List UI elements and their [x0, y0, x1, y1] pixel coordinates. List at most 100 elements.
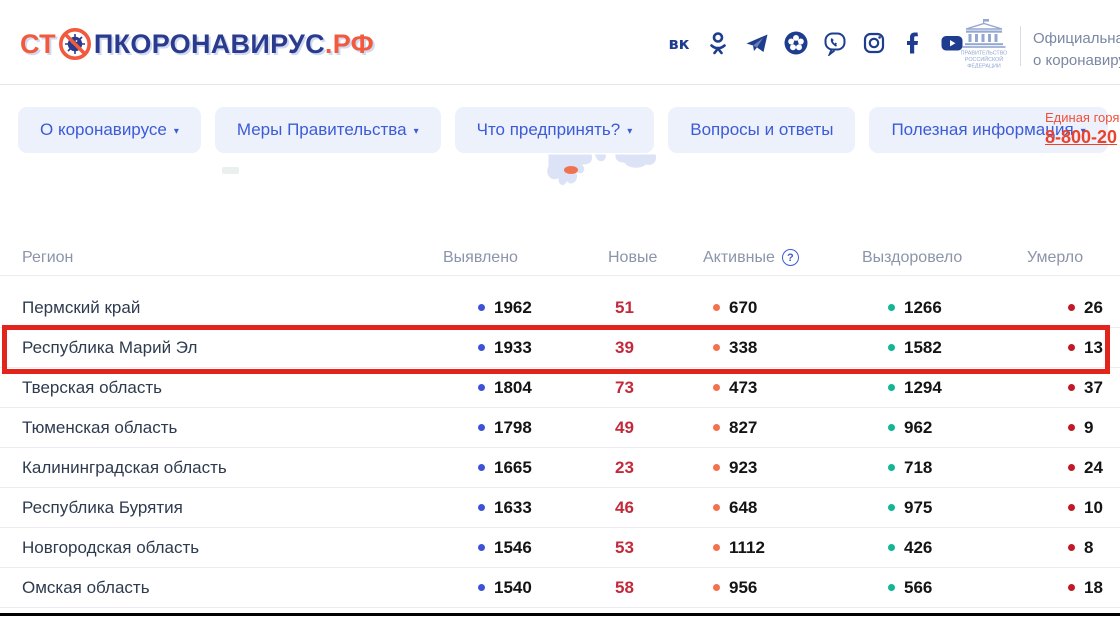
active-value: 1112	[687, 538, 862, 558]
died-dot-icon	[1068, 344, 1075, 351]
recovered-value: 1266	[862, 298, 1020, 318]
hotline-label: Единая горя	[1045, 110, 1120, 125]
new-value: 51	[615, 297, 634, 317]
chevron-down-icon: ▾	[173, 126, 179, 137]
government-block[interactable]: ПРАВИТЕЛЬСТВО РОССИЙСКОЙ ФЕДЕРАЦИИ Офици…	[956, 18, 1120, 73]
died-dot-icon	[1068, 584, 1075, 591]
russia-map-fragment[interactable]	[470, 152, 720, 212]
detected-dot-icon	[478, 584, 485, 591]
active-dot-icon	[713, 544, 720, 551]
gov-caption-2: РОССИЙСКОЙ	[965, 55, 1003, 63]
table-row[interactable]: Республика Бурятия 1633 46 648 975 10	[0, 488, 1120, 528]
active-dot-icon	[713, 464, 720, 471]
detected-dot-icon	[478, 504, 485, 511]
nav-item-label: Меры Правительства	[236, 120, 407, 139]
main-nav: О коронавирусе ▾ Меры Правительства ▾ Чт…	[18, 107, 1108, 153]
map-region-marker	[564, 166, 578, 174]
detected-dot-icon	[478, 424, 485, 431]
active-value: 956	[687, 578, 862, 598]
active-value: 338	[687, 338, 862, 358]
recovered-dot-icon	[888, 504, 895, 511]
table-row[interactable]: Пермский край 1962 51 670 1266 26	[0, 288, 1120, 328]
instagram-icon[interactable]	[861, 30, 887, 56]
nav-item[interactable]: Что предпринять? ▾	[454, 107, 655, 153]
region-name: Пермский край	[22, 297, 141, 317]
nav-item[interactable]: О коронавирусе ▾	[18, 107, 201, 153]
column-header-region: Регион	[22, 248, 74, 266]
active-dot-icon	[713, 424, 720, 431]
detected-value: 1804	[440, 378, 562, 398]
recovered-value: 1582	[862, 338, 1020, 358]
died-value: 24	[1020, 458, 1120, 478]
recovered-dot-icon	[888, 464, 895, 471]
youtube-icon[interactable]	[939, 30, 965, 56]
detected-dot-icon	[478, 544, 485, 551]
recovered-dot-icon	[888, 384, 895, 391]
recovered-value: 962	[862, 418, 1020, 438]
odnoklassniki-icon[interactable]	[705, 30, 731, 56]
hotline[interactable]: Единая горя 8-800-20	[1045, 110, 1120, 148]
no-virus-icon	[57, 26, 93, 62]
died-value: 13	[1020, 338, 1120, 358]
regions-table: Регион Выявлено Новые Активные ? Выздоро…	[0, 240, 1120, 608]
active-dot-icon	[713, 344, 720, 351]
recovered-dot-icon	[888, 544, 895, 551]
gov-caption-1: ПРАВИТЕЛЬСТВО	[961, 51, 1008, 57]
viber-icon[interactable]	[822, 30, 848, 56]
region-name: Тюменская область	[22, 417, 178, 437]
detected-value: 1665	[440, 458, 562, 478]
column-header-recovered: Выздоровело	[862, 248, 963, 266]
telegram-icon[interactable]	[744, 30, 770, 56]
site-header: СТ ПКОРОНАВИРУС .РФ вк	[0, 0, 1120, 85]
active-dot-icon	[713, 584, 720, 591]
table-row[interactable]: Тверская область 1804 73 473 1294 37	[0, 368, 1120, 408]
nav-item-label: Полезная информация	[891, 120, 1074, 139]
nav-item[interactable]: Полезная информация ▾	[869, 107, 1108, 153]
table-row[interactable]: Республика Марий Эл 1933 39 338 1582 13	[0, 325, 1120, 374]
active-dot-icon	[713, 384, 720, 391]
died-dot-icon	[1068, 384, 1075, 391]
detected-value: 1798	[440, 418, 562, 438]
active-help-icon[interactable]: ?	[781, 249, 799, 266]
hotline-phone[interactable]: 8-800-20	[1045, 127, 1118, 147]
detected-value: 1933	[440, 338, 562, 358]
nav-item-label: О коронавирусе	[40, 120, 167, 139]
active-value: 670	[687, 298, 862, 318]
died-value: 26	[1020, 298, 1120, 318]
column-header-active-label: Активные	[703, 248, 775, 266]
active-value: 648	[687, 498, 862, 518]
vk-icon[interactable]: вк	[666, 30, 692, 56]
logo-text-suffix: .РФ	[324, 28, 375, 59]
table-row[interactable]: Тюменская область 1798 49 827 962 9	[0, 408, 1120, 448]
died-value: 37	[1020, 378, 1120, 398]
government-emblem-icon: ПРАВИТЕЛЬСТВО РОССИЙСКОЙ ФЕДЕРАЦИИ	[956, 18, 1012, 73]
recovered-value: 718	[862, 458, 1020, 478]
detected-value: 1633	[440, 498, 562, 518]
died-dot-icon	[1068, 504, 1075, 511]
table-row[interactable]: Омская область 1540 58 956 566 18	[0, 568, 1120, 608]
svg-text:вк: вк	[669, 34, 690, 53]
nav-item[interactable]: Меры Правительства ▾	[214, 107, 441, 153]
region-name: Республика Марий Эл	[22, 337, 198, 357]
official-info-text: Официальная ин о коронавирусе в	[1033, 30, 1120, 69]
detected-dot-icon	[478, 304, 485, 311]
recovered-dot-icon	[888, 344, 895, 351]
recovered-dot-icon	[888, 584, 895, 591]
new-value: 39	[615, 337, 634, 357]
nav-item-label: Вопросы и ответы	[690, 120, 834, 139]
table-row[interactable]: Новгородская область 1546 53 1112 426 8	[0, 528, 1120, 568]
died-value: 8	[1020, 538, 1120, 558]
facebook-icon[interactable]	[900, 30, 926, 56]
nav-item[interactable]: Вопросы и ответы	[668, 107, 856, 153]
detected-value: 1546	[440, 538, 562, 558]
column-header-detected: Выявлено	[443, 248, 518, 266]
died-dot-icon	[1068, 424, 1075, 431]
active-value: 473	[687, 378, 862, 398]
social-links: вк	[666, 30, 965, 56]
site-logo[interactable]: СТ ПКОРОНАВИРУС .РФ	[20, 26, 374, 62]
recovered-dot-icon	[888, 424, 895, 431]
table-row[interactable]: Калининградская область 1665 23 923 718 …	[0, 448, 1120, 488]
column-header-new: Новые	[608, 248, 658, 266]
active-value: 827	[687, 418, 862, 438]
icq-flower-icon[interactable]	[783, 30, 809, 56]
